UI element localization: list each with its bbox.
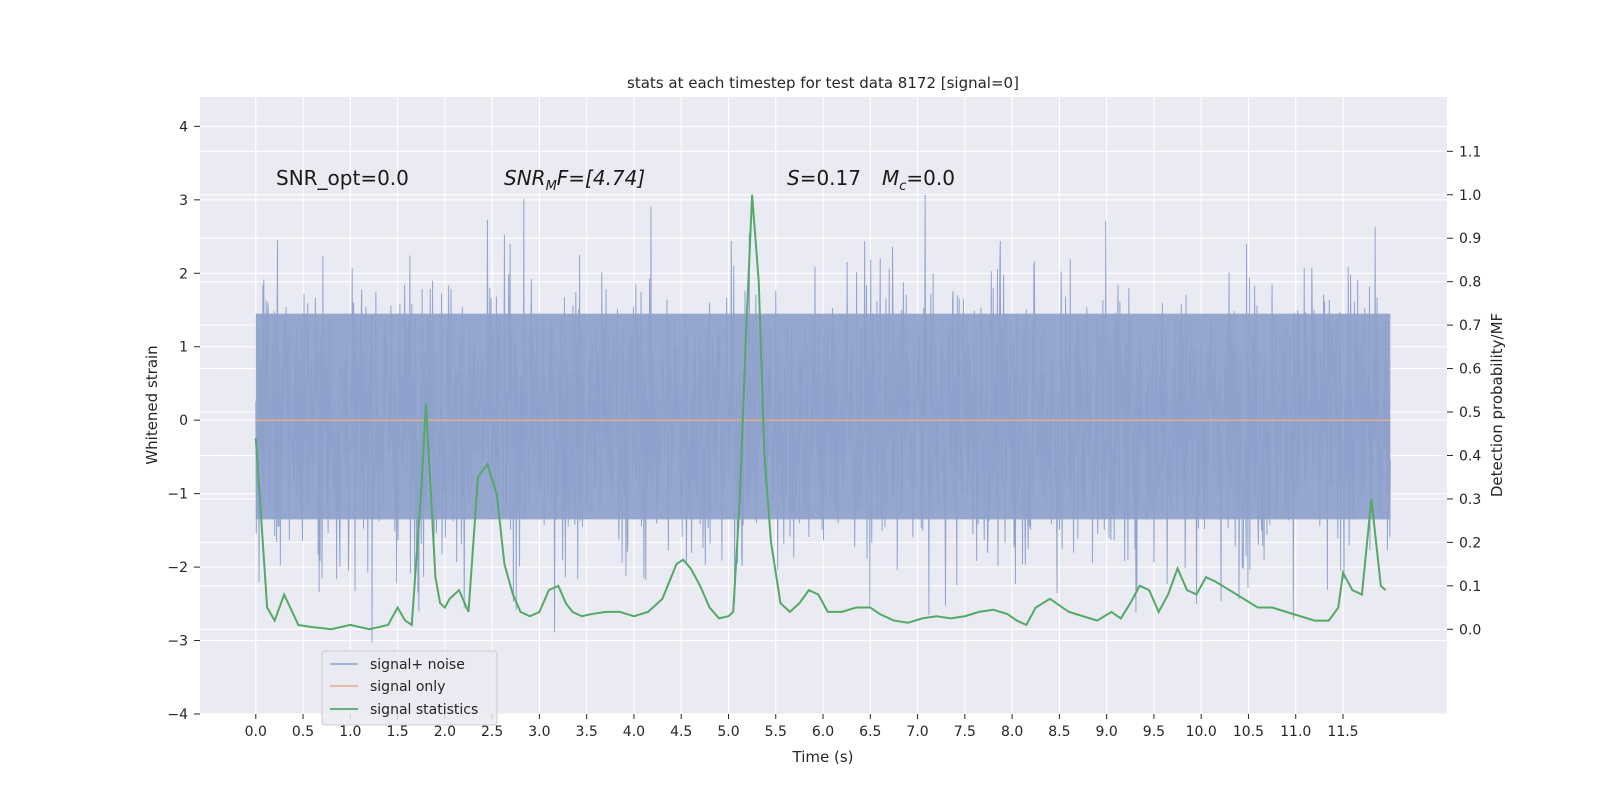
y-tick-label-1: 3 xyxy=(179,193,188,209)
y-tick-label-7: −3 xyxy=(167,634,188,650)
x-tick-label-22: 11.0 xyxy=(1280,724,1311,740)
y-tick-label-4: 0 xyxy=(179,413,188,429)
series-signal-plus-noise xyxy=(255,194,1391,643)
x-tick-label-14: 7.0 xyxy=(906,724,928,740)
x-tick-label-4: 2.0 xyxy=(434,724,456,740)
annotation-snr-mf-sub: M xyxy=(546,179,557,194)
y-tick-label-5: −1 xyxy=(167,487,188,503)
y-tick-label-3: 1 xyxy=(179,340,188,356)
x-tick-label-5: 2.5 xyxy=(481,724,503,740)
annotation-snr-mf-rest: F=[4.74] xyxy=(557,166,645,190)
y2-tick-label-8: 0.3 xyxy=(1459,492,1481,508)
x-tick-label-6: 3.0 xyxy=(528,724,550,740)
legend-label-signal-statistics: signal statistics xyxy=(370,702,478,718)
x-tick-label-23: 11.5 xyxy=(1327,724,1358,740)
x-tick-label-11: 5.5 xyxy=(765,724,787,740)
annotation-s-symbol: S xyxy=(787,166,800,190)
y-axis-ticks: 4 3 2 1 0 −1 −2 −3 −4 xyxy=(167,119,200,723)
x-tick-label-13: 6.5 xyxy=(859,724,881,740)
x-axis-ticks: 0.0 0.5 1.0 1.5 2.0 2.5 3.0 3.5 4.0 4.5 5.0 5.5 6.0 6… xyxy=(245,714,1359,740)
x-axis-label: Time (s) xyxy=(792,748,854,766)
y2-tick-label-0: 1.1 xyxy=(1459,144,1481,160)
noise-trace xyxy=(255,194,1391,643)
legend: signal+ noise signal only signal statist… xyxy=(321,650,498,726)
y2-tick-label-3: 0.8 xyxy=(1459,275,1481,291)
x-tick-label-2: 1.0 xyxy=(339,724,361,740)
x-tick-label-3: 1.5 xyxy=(386,724,408,740)
x-tick-label-19: 9.5 xyxy=(1143,724,1165,740)
x-tick-label-16: 8.0 xyxy=(1001,724,1023,740)
y2-axis-label: Detection probability/MF xyxy=(1488,313,1506,497)
y2-tick-label-10: 0.1 xyxy=(1459,579,1481,595)
y2-tick-label-1: 1.0 xyxy=(1459,188,1481,204)
x-tick-label-12: 6.0 xyxy=(812,724,834,740)
signal-statistics-line xyxy=(254,194,1387,631)
annotation-mc-symbol: M xyxy=(882,166,899,190)
annotation-mc-sub: c xyxy=(899,179,906,194)
x-tick-label-10: 5.0 xyxy=(717,724,739,740)
y-tick-label-8: −4 xyxy=(167,707,188,723)
legend-label-signal-plus-noise: signal+ noise xyxy=(370,657,465,673)
y2-tick-label-6: 0.5 xyxy=(1459,405,1481,421)
x-tick-label-9: 4.5 xyxy=(670,724,692,740)
legend-box xyxy=(321,650,498,726)
x-tick-label-7: 3.5 xyxy=(576,724,598,740)
y2-tick-label-11: 0.0 xyxy=(1459,622,1481,638)
x-tick-label-18: 9.0 xyxy=(1096,724,1118,740)
x-tick-label-17: 8.5 xyxy=(1048,724,1070,740)
annotation-snr-mf: SNRMF=[4.74] xyxy=(504,166,645,194)
y2-tick-label-9: 0.2 xyxy=(1459,535,1481,551)
x-tick-label-15: 7.5 xyxy=(954,724,976,740)
annotation-snr-mf-symbol: SNR xyxy=(504,166,546,190)
x-tick-label-1: 0.5 xyxy=(292,724,314,740)
y-axis-label: Whitened strain xyxy=(143,345,161,464)
annotation-mc-value: =0.0 xyxy=(906,166,955,190)
annotation-s-value: =0.17 xyxy=(800,166,861,190)
series-signal-statistics xyxy=(254,194,1387,631)
y2-tick-label-2: 0.9 xyxy=(1459,231,1481,247)
y2-tick-label-5: 0.6 xyxy=(1459,362,1481,378)
y2-tick-label-4: 0.7 xyxy=(1459,318,1481,334)
y-tick-label-6: −2 xyxy=(167,560,188,576)
annotation-s: S=0.17 xyxy=(787,166,861,190)
y2-axis-ticks: 1.1 1.0 0.9 0.8 0.7 0.6 0.5 0.4 0.3 0.2 0.1 0.0 xyxy=(1447,144,1481,638)
x-tick-label-0: 0.0 xyxy=(245,724,267,740)
chart-title: stats at each timestep for test data 817… xyxy=(627,74,1019,92)
annotation-snr-opt: SNR_opt=0.0 xyxy=(276,166,409,190)
y-tick-label-0: 4 xyxy=(179,119,188,135)
legend-label-signal-only: signal only xyxy=(370,679,445,695)
x-tick-label-20: 10.0 xyxy=(1186,724,1217,740)
x-tick-label-21: 10.5 xyxy=(1233,724,1264,740)
x-tick-label-8: 4.0 xyxy=(623,724,645,740)
y-tick-label-2: 2 xyxy=(179,266,188,282)
annotation-mc: Mc=0.0 xyxy=(882,166,955,194)
y2-tick-label-7: 0.4 xyxy=(1459,448,1481,464)
